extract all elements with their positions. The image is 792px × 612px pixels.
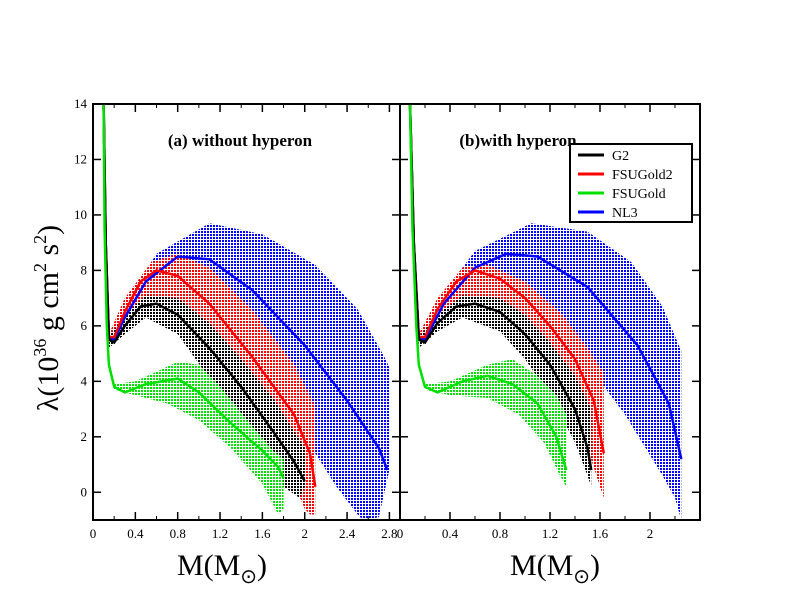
legend: G2 FSUGold2 FSUGold NL3 <box>569 143 693 223</box>
x-tick-label-a: 0 <box>90 526 97 541</box>
legend-entry-nl3: NL3 <box>578 206 638 221</box>
line-g2-b <box>408 104 593 471</box>
x-tick-label-b: 0.4 <box>442 526 459 541</box>
plot-area-a <box>102 104 390 520</box>
line-fsugold-b <box>408 104 568 471</box>
y-axis-label: λ(1036 g cm2 s2) <box>30 225 65 411</box>
legend-entry-fsugold: FSUGold <box>578 187 666 202</box>
legend-label-nl3: NL3 <box>612 206 638 221</box>
panel-b: 0 0.4 0.8 1.2 1.6 2 (b)with hyperon <box>397 103 701 541</box>
band-fsugold-a <box>114 361 284 515</box>
y-tick-label: 6 <box>81 318 88 333</box>
panel-title-a: (a) without hyperon <box>168 131 313 150</box>
legend-entry-fsugold2: FSUGold2 <box>578 168 673 183</box>
y-tick-label: 4 <box>81 373 88 388</box>
x-tick-label-b: 0 <box>397 526 404 541</box>
line-fsugold-a <box>102 104 285 479</box>
y-tick-label: 0 <box>81 484 88 499</box>
band-fsugold-b <box>425 359 567 487</box>
x-tick-label-a: 1.6 <box>254 526 271 541</box>
y-tick-label: 8 <box>81 262 88 277</box>
x-tick-label-b: 1.6 <box>592 526 609 541</box>
y-tick-label: 2 <box>81 429 88 444</box>
legend-label-fsugold2: FSUGold2 <box>612 168 673 183</box>
legend-entry-g2: G2 <box>578 149 629 164</box>
x-tick-label-b: 0.8 <box>492 526 508 541</box>
x-tick-label-a: 0.4 <box>127 526 144 541</box>
panel-title-b: (b)with hyperon <box>459 131 577 150</box>
x-tick-label-b: 1.2 <box>542 526 558 541</box>
band-fsugold2-b <box>418 264 604 498</box>
band-g2-b <box>418 295 592 487</box>
band-nl3-b <box>418 223 682 520</box>
y-tick-label: 12 <box>74 151 87 166</box>
legend-label-g2: G2 <box>612 149 629 164</box>
x-tick-label-a: 2 <box>301 526 308 541</box>
line-g2-a <box>102 104 306 482</box>
x-axis-label-b: M(M⊙) <box>510 549 600 588</box>
x-tick-label-a: 1.2 <box>212 526 228 541</box>
plot-area-b <box>408 104 683 520</box>
x-tick-label-b: 2 <box>647 526 654 541</box>
x-tick-label-a: 2.8 <box>381 526 397 541</box>
y-tick-label: 14 <box>74 96 88 111</box>
y-tick-label: 10 <box>74 207 87 222</box>
x-tick-label-a: 2.4 <box>339 526 356 541</box>
x-tick-label-a: 0.8 <box>170 526 186 541</box>
x-axis-label-a: M(M⊙) <box>177 549 267 588</box>
legend-box <box>569 143 693 223</box>
legend-label-fsugold: FSUGold <box>612 187 666 202</box>
